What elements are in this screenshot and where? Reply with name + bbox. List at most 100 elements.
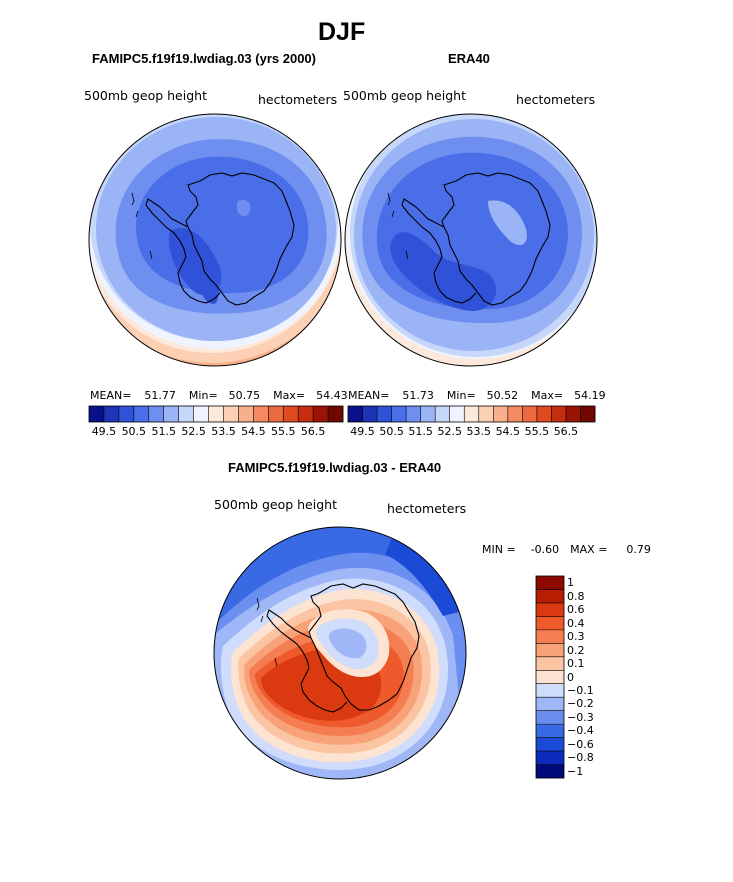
colorbar-swatch [435, 406, 451, 422]
contour-fill [328, 628, 367, 659]
max-label: Max= [531, 389, 564, 402]
contour-fill [488, 200, 527, 245]
colorbar-swatch [348, 406, 363, 422]
island-outline [387, 192, 409, 260]
colorbar-swatch [536, 589, 564, 604]
colorbar-swatch [238, 406, 254, 422]
colorbar-tick-label: 56.5 [300, 425, 326, 438]
contour-fill [236, 199, 251, 217]
map-boundary [213, 526, 467, 780]
island-outline [131, 192, 153, 260]
colorbar-swatch [536, 643, 564, 658]
max-value: 54.43 [316, 389, 348, 402]
colorbar-swatch [507, 406, 523, 422]
map-boundary [344, 113, 598, 367]
colorbar-label: 1 [567, 576, 574, 590]
stats-model: MEAN= 51.77 Min= 50.75 Max= 54.43 [90, 389, 348, 402]
contour-fill [201, 277, 219, 304]
colorbar-tick-label: 56.5 [553, 425, 579, 438]
panel-variable-obs: 500mb geop height [343, 88, 466, 103]
colorbar-tick-label: 54.5 [241, 425, 266, 438]
colorbar-swatch [536, 616, 564, 631]
colorbar-swatch [565, 406, 581, 422]
colorbar-swatch [536, 656, 564, 671]
mean-value: 51.77 [144, 389, 176, 402]
colorbar-swatch [178, 406, 194, 422]
min-label: Min= [188, 389, 218, 402]
colorbar-swatch [103, 406, 120, 422]
colorbar-tick-label: 51.5 [408, 425, 433, 438]
colorbar-swatch [313, 406, 329, 422]
diff-title: FAMIPC5.f19f19.lwdiag.03 - ERA40 [228, 460, 442, 475]
colorbar-swatch [536, 602, 564, 617]
colorbar-swatch [362, 406, 378, 422]
colorbar-swatch [283, 406, 299, 422]
colorbar-label: 0.4 [567, 616, 585, 630]
max-label: Max= [273, 389, 306, 402]
colorbar-label: −0.6 [567, 737, 594, 751]
colorbar-tick-label: 55.5 [270, 425, 296, 438]
colorbar-tick-label: 53.5 [466, 425, 492, 438]
colorbar-label: 0.8 [567, 589, 585, 603]
mean-value: 51.73 [402, 389, 434, 402]
colorbar-swatch [133, 406, 150, 422]
colorbar-swatch [268, 406, 284, 422]
colorbar-swatch [536, 697, 564, 711]
colorbar-swatch [118, 406, 135, 422]
colorbar-label: −0.1 [567, 683, 594, 697]
colorbar-label: −0.3 [567, 710, 594, 724]
colorbar-frame [347, 405, 596, 423]
panel-units-obs: hectometers [516, 92, 596, 107]
colorbar-swatch [536, 576, 564, 590]
colorbar-label: 0.2 [567, 643, 585, 657]
colorbar-swatch [551, 406, 567, 422]
colorbar-swatch [536, 737, 564, 752]
island-outline [256, 597, 278, 667]
colorbar-swatch [163, 406, 179, 422]
panel-title-obs: ERA40 [448, 51, 490, 66]
colorbar-label: −0.4 [567, 724, 594, 738]
min-value: -0.60 [530, 543, 560, 556]
colorbar-tick-label: 49.5 [91, 425, 117, 438]
panel-title-model: FAMIPC5.f19f19.lwdiag.03 (yrs 2000) [92, 51, 316, 66]
contour-fill [385, 536, 466, 616]
colorbar-diff [535, 575, 565, 779]
colorbar-label: 0.3 [567, 630, 585, 644]
colorbar-swatch [377, 406, 392, 422]
stats-obs: MEAN= 51.73 Min= 50.52 Max= 54.19 [348, 389, 606, 402]
contour-fill [390, 232, 497, 311]
min-label: Min= [446, 389, 476, 402]
colorbar-tick-label: 50.5 [121, 425, 147, 438]
map-diff [213, 526, 467, 780]
colorbar-obs [347, 405, 596, 423]
map-obs [344, 113, 598, 367]
colorbar-label: −0.8 [567, 751, 594, 765]
max-value: 54.19 [574, 389, 606, 402]
colorbar-tick-label: 53.5 [211, 425, 236, 438]
colorbar-swatch [536, 724, 564, 738]
colorbar-swatch [536, 710, 564, 725]
colorbar-swatch [391, 406, 407, 422]
colorbar-swatch [536, 683, 564, 698]
colorbar-tick-label: 49.5 [350, 425, 375, 438]
colorbar-label: −1 [567, 764, 584, 778]
colorbar-swatch [298, 406, 314, 422]
colorbar-swatch [493, 406, 509, 422]
colorbar-frame [88, 405, 344, 423]
colorbar-swatch [208, 406, 224, 422]
map-model [88, 113, 342, 367]
antarctica-coastline [145, 172, 295, 306]
diff-units: hectometers [387, 501, 467, 516]
colorbar-swatch [464, 406, 480, 422]
diff-variable: 500mb geop height [214, 497, 337, 512]
colorbar-swatch [536, 406, 552, 422]
colorbar-swatch [536, 764, 564, 779]
map-boundary [88, 113, 342, 367]
colorbar-label: 0.6 [567, 603, 585, 617]
colorbar-label: 0.1 [567, 657, 585, 671]
colorbar-swatch [148, 406, 164, 422]
colorbar-swatch [478, 406, 494, 422]
colorbar-swatch [536, 670, 564, 685]
min-label: MIN = [482, 543, 516, 556]
colorbar-swatch [536, 629, 564, 644]
